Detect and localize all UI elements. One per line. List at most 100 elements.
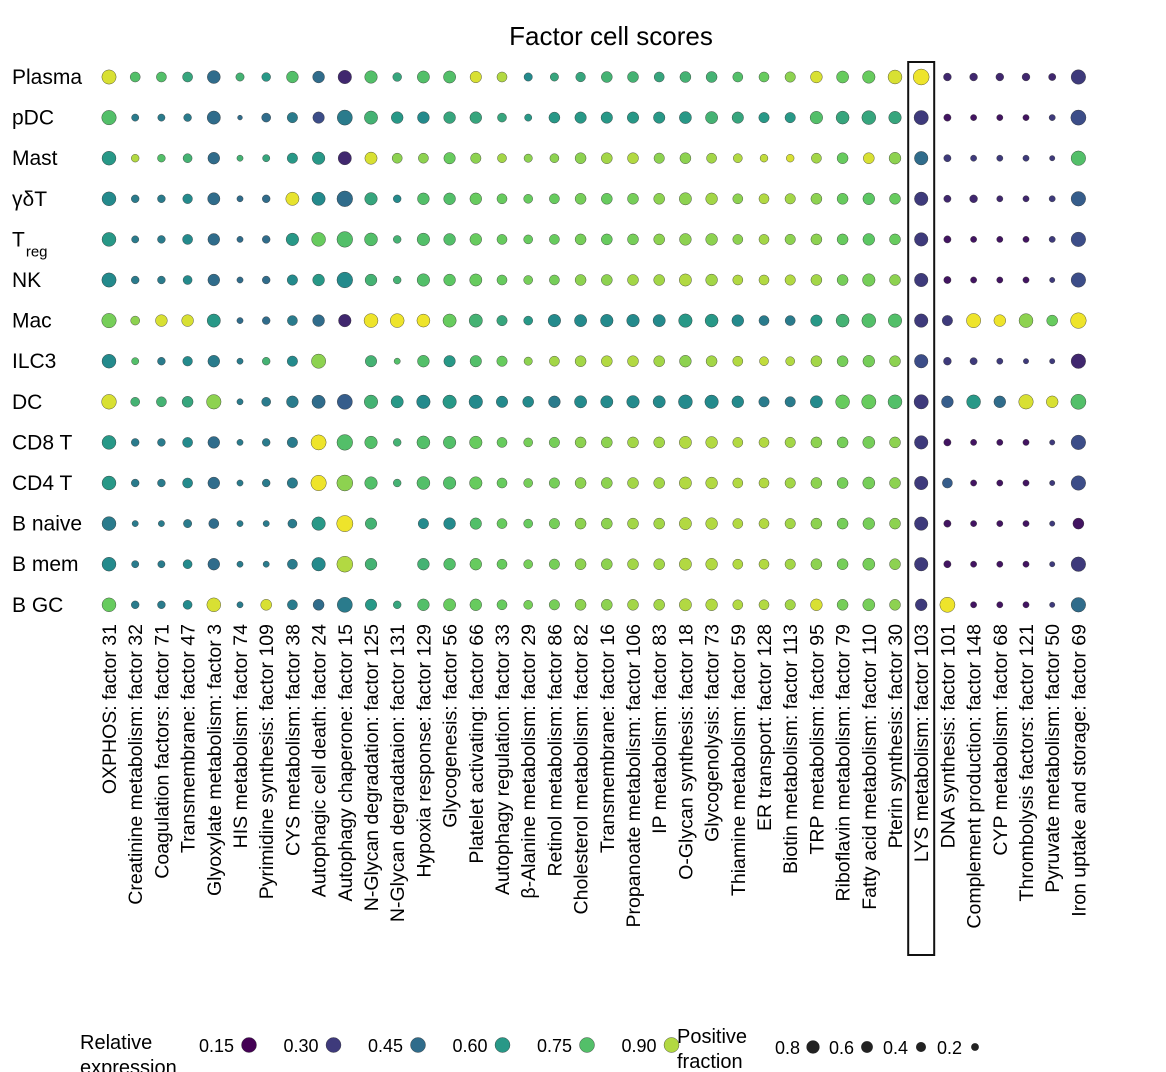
dot xyxy=(626,314,640,328)
dot xyxy=(287,558,298,570)
dot xyxy=(835,110,850,125)
dot xyxy=(653,436,665,449)
dot xyxy=(468,394,483,409)
dot xyxy=(706,152,717,164)
dot xyxy=(732,355,744,367)
dot xyxy=(862,192,875,205)
dot xyxy=(364,273,378,287)
dot xyxy=(550,72,559,82)
dot xyxy=(131,520,139,527)
dot xyxy=(627,233,639,246)
row-label: Treg xyxy=(12,228,48,260)
dot xyxy=(759,154,769,163)
dot xyxy=(523,478,533,488)
color-legend-tick: 0.30 xyxy=(284,1036,319,1056)
dot xyxy=(653,193,665,205)
dot xyxy=(732,558,744,570)
dot xyxy=(158,520,165,527)
column-label: Autophagic cell death: factor 24 xyxy=(309,624,331,897)
dot xyxy=(311,516,326,531)
dot xyxy=(311,394,326,409)
dot xyxy=(443,435,457,449)
color-legend-swatch xyxy=(494,1037,511,1053)
size-legend-title: Positive fraction xyxy=(677,1026,747,1072)
row-label: CD8 T xyxy=(12,431,72,454)
dot xyxy=(469,192,482,205)
dot xyxy=(130,397,140,407)
dot xyxy=(157,194,166,203)
dot xyxy=(913,394,929,410)
dot xyxy=(311,191,326,206)
color-legend-tick: 0.45 xyxy=(368,1036,403,1056)
column-label: β-Alanine metabolism: factor 29 xyxy=(518,624,540,899)
dot xyxy=(996,479,1004,487)
dot xyxy=(338,314,352,328)
dot xyxy=(207,273,220,287)
dot xyxy=(365,598,377,611)
dot xyxy=(416,435,431,450)
dot xyxy=(810,70,823,84)
dot xyxy=(236,195,244,203)
dot xyxy=(208,518,220,529)
dot xyxy=(785,356,795,366)
dot xyxy=(285,191,300,206)
row-label: pDC xyxy=(12,107,54,130)
dot xyxy=(993,395,1006,408)
dot xyxy=(970,236,977,243)
dot xyxy=(182,71,193,83)
dot xyxy=(836,599,849,611)
dot xyxy=(183,519,192,528)
dot xyxy=(336,474,353,492)
dot xyxy=(391,152,403,164)
color-legend-swatch xyxy=(325,1037,342,1053)
dot xyxy=(548,436,560,448)
dot xyxy=(1070,475,1086,491)
dot xyxy=(207,558,220,571)
dot xyxy=(996,560,1004,568)
dot xyxy=(914,313,929,328)
dot xyxy=(155,314,168,327)
dot xyxy=(336,515,354,532)
row-label: γδT xyxy=(12,188,47,211)
dot xyxy=(810,477,823,489)
dot xyxy=(416,273,430,287)
dot xyxy=(262,235,271,244)
dot xyxy=(1022,195,1030,203)
dot xyxy=(601,355,613,367)
dot xyxy=(1048,114,1056,121)
dot xyxy=(336,434,353,451)
dot xyxy=(262,357,271,366)
dot xyxy=(993,314,1006,327)
dot xyxy=(101,69,117,85)
dot xyxy=(786,154,795,163)
dot xyxy=(653,517,665,530)
dot xyxy=(943,72,952,82)
dot xyxy=(312,70,325,84)
dot xyxy=(548,558,560,570)
dot xyxy=(810,558,823,570)
dot xyxy=(627,71,639,83)
dot xyxy=(679,355,692,368)
dot xyxy=(574,395,587,409)
dot xyxy=(943,113,952,122)
dot xyxy=(784,599,796,611)
dot xyxy=(417,192,430,205)
dot xyxy=(262,520,270,527)
dot xyxy=(627,355,639,367)
column-label: TRP metabolism: factor 95 xyxy=(806,624,828,855)
column-label: Transmembrane: factor 47 xyxy=(178,624,200,853)
dot xyxy=(363,313,379,328)
dot xyxy=(496,355,508,367)
dot xyxy=(627,599,639,611)
dot xyxy=(522,396,534,408)
dot xyxy=(784,315,796,326)
dot xyxy=(758,437,770,448)
dot xyxy=(312,111,325,124)
dot xyxy=(914,273,929,287)
dot xyxy=(966,313,981,328)
dot xyxy=(547,314,561,328)
dot xyxy=(207,355,220,368)
dot xyxy=(574,193,587,205)
chart-title: Factor cell scores xyxy=(509,21,713,51)
dot xyxy=(393,600,402,609)
